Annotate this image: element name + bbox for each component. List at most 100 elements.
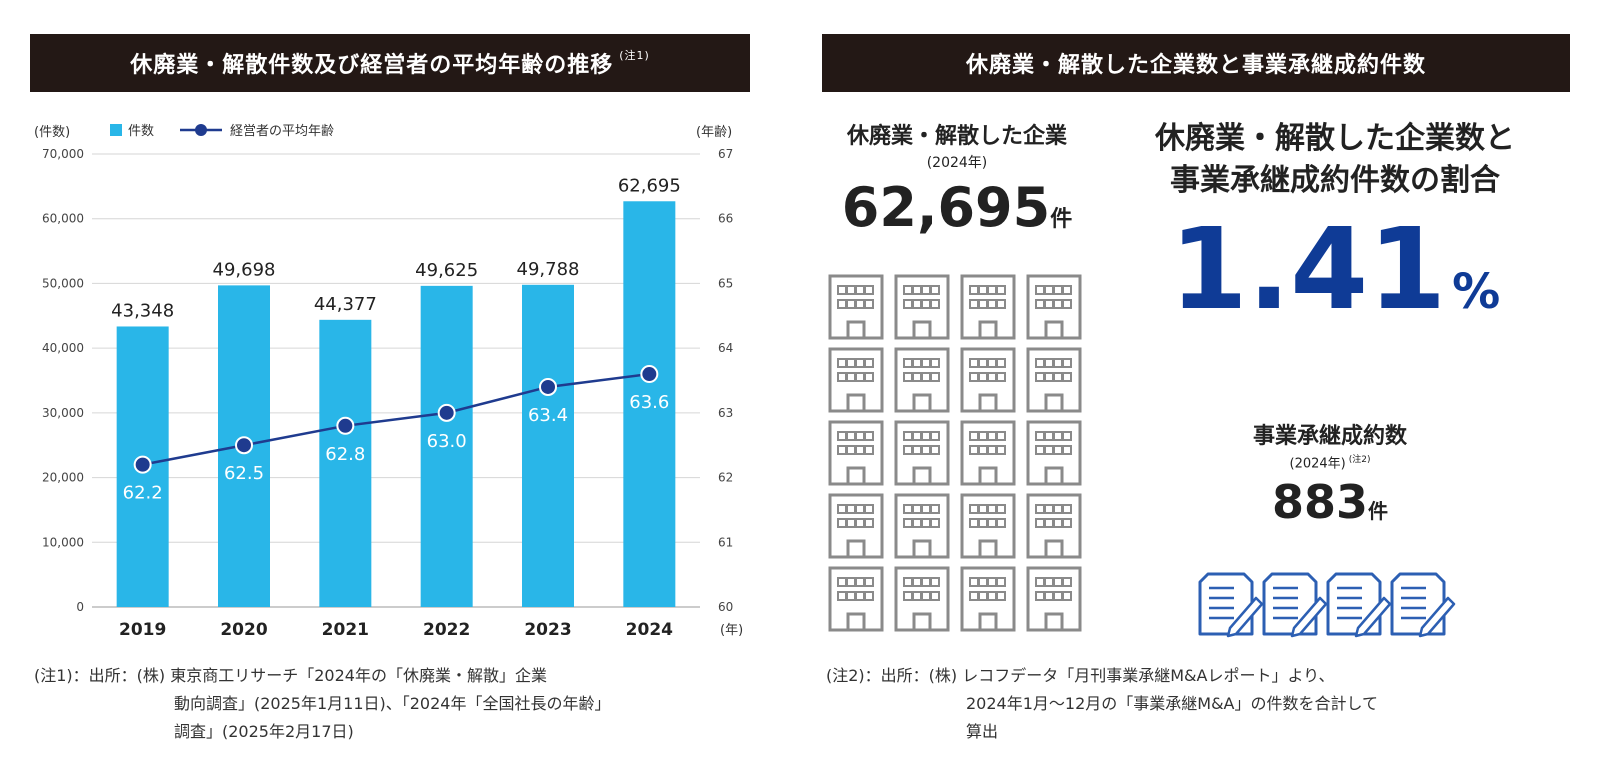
- succession-unit: 件: [1368, 499, 1389, 524]
- bar: [623, 201, 676, 607]
- legend-line-marker: [195, 124, 207, 136]
- y-right-tick-label: 64: [718, 341, 733, 355]
- age-value-label: 63.4: [528, 405, 568, 426]
- building-icon: [960, 420, 1016, 486]
- age-point: [539, 377, 557, 396]
- y-right-tick-label: 65: [718, 276, 733, 290]
- bar-value-label: 49,698: [213, 259, 276, 280]
- y-right-tick-label: 67: [718, 147, 733, 161]
- closures-value: 62,695: [841, 176, 1051, 239]
- chart-legend: 件数 経営者の平均年齢: [110, 124, 334, 139]
- x-tick-label: 2022: [423, 620, 470, 640]
- document-pen-icon: [1390, 572, 1456, 638]
- succession-value: 883: [1271, 475, 1369, 530]
- y-left-tick-label: 0: [76, 600, 84, 614]
- succession-year: (2024年): [1289, 456, 1346, 472]
- y-left-tick-label: 70,000: [42, 147, 84, 161]
- y-left-tick-label: 30,000: [42, 406, 84, 420]
- closures-block: 休廃業・解散した企業 (2024年) 62,695件: [812, 118, 1102, 239]
- y-right-tick-label: 63: [718, 406, 733, 420]
- building-icon: [894, 420, 950, 486]
- note2-line-3: 算出: [966, 722, 999, 741]
- x-tick-label: 2024: [626, 620, 673, 640]
- bar-value-label: 43,348: [111, 300, 174, 321]
- building-icon: [1026, 420, 1082, 486]
- y-left-tick-label: 40,000: [42, 341, 84, 355]
- note1-line-1: (注1)：出所：(株) 東京商工リサーチ「2024年の「休廃業・解散」企業: [34, 666, 547, 685]
- age-point: [133, 455, 152, 474]
- bar-value-label: 49,788: [517, 259, 580, 280]
- building-icon: [960, 566, 1016, 632]
- age-point: [640, 365, 659, 384]
- y-left-tick-label: 60,000: [42, 212, 84, 226]
- ratio-value: 1.41: [1169, 205, 1447, 335]
- y-right-axis-label: (年齢): [696, 125, 732, 140]
- source-note-2: (注2)：出所：(株) レコフデータ「月刊事業承継M&Aレポート」より、 202…: [826, 662, 1566, 746]
- source-note-1: (注1)：出所：(株) 東京商工リサーチ「2024年の「休廃業・解散」企業 動向…: [34, 662, 764, 746]
- left-chart-title-banner: 休廃業・解散件数及び経営者の平均年齢の推移 (注1): [30, 34, 750, 92]
- building-icon: [960, 274, 1016, 340]
- building-icon: [1026, 566, 1082, 632]
- x-tick-label: 2019: [119, 620, 166, 640]
- age-value-label: 62.2: [123, 483, 163, 504]
- age-value-label: 62.8: [325, 444, 365, 465]
- legend-bar-label: 件数: [128, 124, 154, 139]
- y-left-tick-label: 50,000: [42, 276, 84, 290]
- ratio-block: 休廃業・解散した企業数と 事業承継成約件数の割合 1.41%: [1110, 118, 1560, 330]
- bar: [420, 285, 473, 607]
- x-tick-label: 2020: [220, 620, 267, 640]
- succession-block: 事業承継成約数 (2024年) (注2) 883件: [1180, 418, 1480, 529]
- age-point: [235, 436, 253, 455]
- left-chart-title: 休廃業・解散件数及び経営者の平均年齢の推移: [130, 53, 614, 78]
- building-icon: [894, 274, 950, 340]
- document-pen-icon: [1326, 572, 1392, 638]
- age-line: [142, 372, 650, 466]
- building-icon: [828, 493, 884, 559]
- chart-gridlines: [92, 153, 700, 608]
- succession-title: 事業承継成約数: [1252, 424, 1407, 449]
- y-left-axis-label: (件数): [34, 125, 70, 140]
- building-icon: [894, 347, 950, 413]
- building-icon: [828, 274, 884, 340]
- building-icon-grid: [828, 274, 1082, 632]
- closures-unit: 件: [1050, 207, 1073, 232]
- building-icon: [828, 566, 884, 632]
- y-left-tick-label: 20,000: [42, 471, 84, 485]
- x-tick-label: 2021: [322, 620, 369, 640]
- document-pen-icon: [1262, 572, 1328, 638]
- building-icon: [828, 420, 884, 486]
- building-icon: [828, 347, 884, 413]
- left-chart-note-mark: (注1): [619, 49, 650, 62]
- age-point: [336, 416, 355, 435]
- chart-line-series: 62.2 62.5 62.8 63.0 63.4 63.6: [123, 365, 669, 504]
- bar: [319, 319, 372, 607]
- y-right-tick-label: 66: [718, 212, 733, 226]
- legend-bar-swatch: [110, 124, 122, 136]
- age-value-label: 63.6: [629, 392, 669, 413]
- age-value-label: 63.0: [427, 431, 467, 452]
- closures-year: (2024年): [926, 155, 988, 171]
- note1-line-2: 動向調査」(2025年1月11日)、「2024年「全国社長の年齢」: [174, 694, 611, 713]
- bar: [522, 284, 574, 607]
- building-icon: [1026, 274, 1082, 340]
- y-right-tick-label: 62: [718, 471, 733, 485]
- ratio-title-line-2: 事業承継成約件数の割合: [1170, 163, 1500, 198]
- building-icon: [960, 347, 1016, 413]
- document-icon-row: [1198, 572, 1456, 638]
- y-right-tick-label: 61: [718, 535, 733, 549]
- y-right-tick-label: 60: [718, 600, 733, 614]
- building-icon: [960, 493, 1016, 559]
- building-icon: [894, 566, 950, 632]
- chart-axes: 0 10,000 20,000 30,000 40,000 50,000 60,000 70,…: [42, 147, 733, 640]
- building-icon: [1026, 493, 1082, 559]
- age-value-label: 62.5: [224, 463, 264, 484]
- closures-age-chart: 43,348 49,698 44,377 49,625 49,788 62,695 62.…: [34, 124, 743, 640]
- chart-bar-labels: 43,348 49,698 44,377 49,625 49,788 62,695: [111, 175, 681, 321]
- right-panel-title-banner: 休廃業・解散した企業数と事業承継成約件数: [822, 34, 1570, 92]
- note2-line-1: (注2)：出所：(株) レコフデータ「月刊事業承継M&Aレポート」より、: [826, 666, 1335, 685]
- bar-value-label: 44,377: [314, 294, 377, 315]
- right-panel-title: 休廃業・解散した企業数と事業承継成約件数: [965, 53, 1426, 78]
- y-left-tick-label: 10,000: [42, 535, 84, 549]
- chart-bars: [116, 201, 676, 607]
- x-axis-unit: (年): [720, 623, 743, 638]
